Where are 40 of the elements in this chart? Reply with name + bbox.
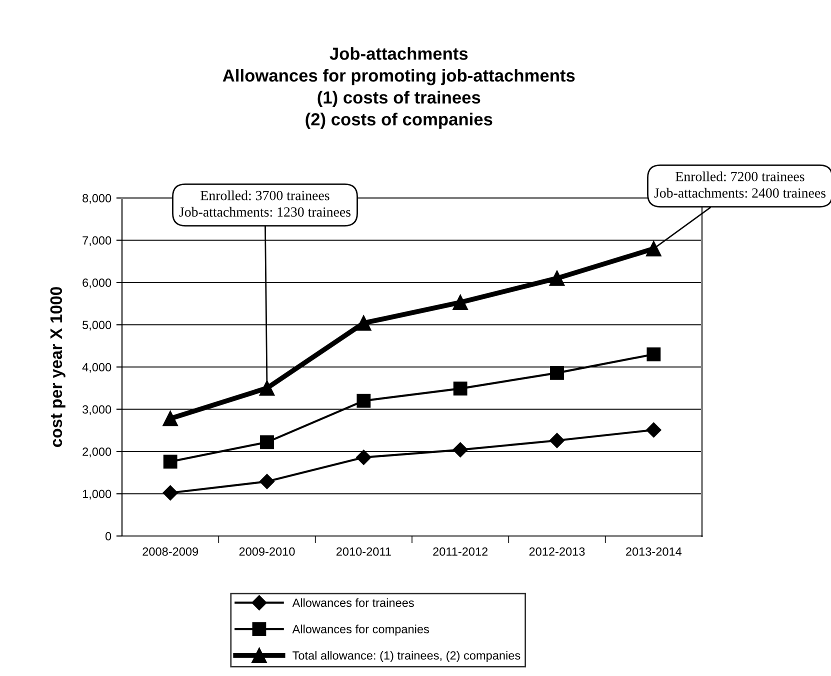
point xyxy=(162,410,178,426)
x-tick-label: 2008-2009 xyxy=(142,547,198,556)
annotation: Enrolled: 3700 trainees Job-attachments: 1230 trainees xyxy=(179,190,351,217)
y-tick-label: 7,000 xyxy=(82,236,112,246)
point xyxy=(549,270,565,286)
point xyxy=(259,474,275,490)
point xyxy=(356,315,372,331)
y-tick-label: 8,000 xyxy=(82,194,112,204)
point xyxy=(550,366,564,380)
legend-label: Allowances for trainees xyxy=(292,598,414,607)
point xyxy=(452,294,468,310)
point xyxy=(646,347,661,362)
annotation: Enrolled: 7200 trainees Job-attachments: 2400 trainees xyxy=(654,171,826,198)
chart-title: Job-attachments Allowances for promoting job-attachments (1) costs of trainees (2) costs of companies xyxy=(222,47,575,129)
x-tick-label: 2013-2014 xyxy=(626,547,682,556)
point xyxy=(452,442,468,458)
x-tick-label: 2010-2011 xyxy=(336,547,391,556)
y-tick-label: 6,000 xyxy=(82,278,112,288)
y-tick-label: 0 xyxy=(105,532,112,540)
point xyxy=(453,382,468,396)
x-tick-label: 2009-2010 xyxy=(239,547,295,556)
y-tick-label: 4,000 xyxy=(82,363,112,373)
point xyxy=(163,454,178,469)
point xyxy=(356,394,371,408)
legend-label: Allowances for companies xyxy=(292,624,429,636)
y-tick-label: 3,000 xyxy=(82,405,112,416)
y-tick-label: 5,000 xyxy=(82,320,112,331)
point xyxy=(549,432,565,448)
y-tick-label: 1,000 xyxy=(82,490,112,500)
point xyxy=(356,450,372,465)
y-tick-label: 2,000 xyxy=(82,448,112,458)
point xyxy=(646,422,662,438)
legend-label: Total allowance: (1) trainees, (2) companies xyxy=(292,650,520,662)
y-axis-title: cost per year X 1000 xyxy=(50,287,66,447)
point xyxy=(646,241,662,256)
point xyxy=(259,380,275,396)
point xyxy=(260,435,274,450)
x-tick-label: 2012-2013 xyxy=(529,547,585,556)
x-tick-label: 2011-2012 xyxy=(433,547,488,556)
point xyxy=(162,485,178,500)
